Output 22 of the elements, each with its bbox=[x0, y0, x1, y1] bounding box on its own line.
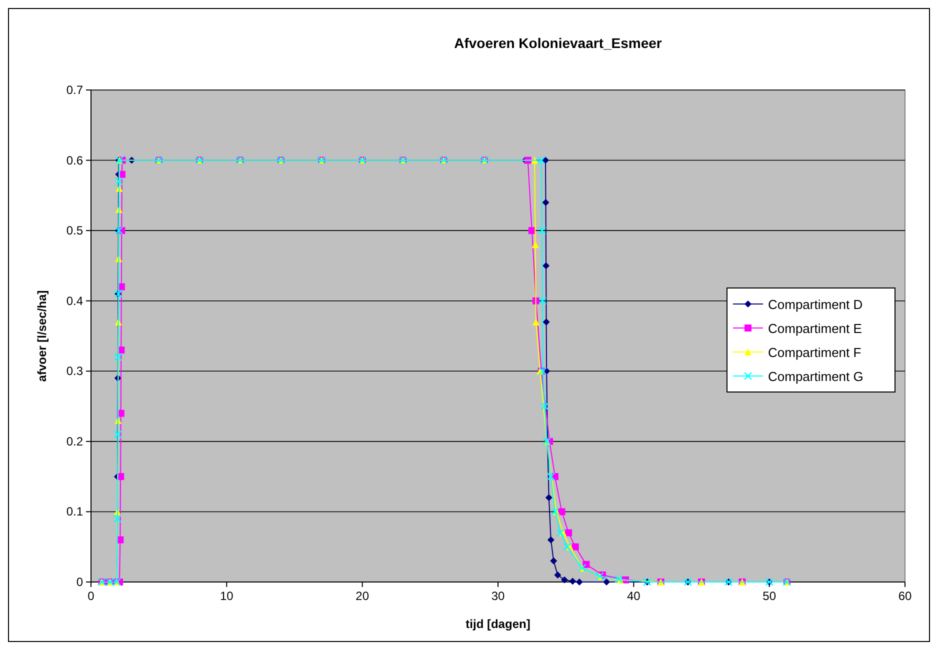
y-tick-label: 0.3 bbox=[66, 364, 84, 378]
y-tick-label: 0.4 bbox=[66, 294, 84, 308]
chart-title: Afvoeren Kolonievaart_Esmeer bbox=[454, 35, 662, 51]
y-tick-label: 0 bbox=[76, 575, 84, 589]
legend-label: Compartiment E bbox=[768, 321, 862, 336]
x-tick-label: 60 bbox=[898, 589, 912, 603]
legend-label: Compartiment G bbox=[768, 369, 864, 384]
x-axis-title: tijd [dagen] bbox=[466, 617, 530, 631]
y-tick-label: 0.7 bbox=[66, 83, 84, 97]
y-tick-label: 0.6 bbox=[66, 153, 84, 168]
x-tick-label: 20 bbox=[356, 589, 370, 603]
y-tick-label: 0.2 bbox=[66, 434, 84, 448]
x-tick-label: 0 bbox=[88, 589, 95, 603]
legend-label: Compartiment F bbox=[768, 345, 862, 360]
x-tick-label: 40 bbox=[626, 589, 641, 603]
legend-label: Compartiment D bbox=[768, 297, 863, 312]
y-tick-label: 0.5 bbox=[66, 224, 84, 238]
x-tick-label: 10 bbox=[220, 589, 234, 603]
x-tick-label: 30 bbox=[491, 589, 505, 603]
x-tick-label: 50 bbox=[762, 589, 776, 603]
y-tick-label: 0.1 bbox=[66, 504, 84, 519]
y-axis-title: afvoer [l/sec/ha] bbox=[35, 290, 49, 382]
